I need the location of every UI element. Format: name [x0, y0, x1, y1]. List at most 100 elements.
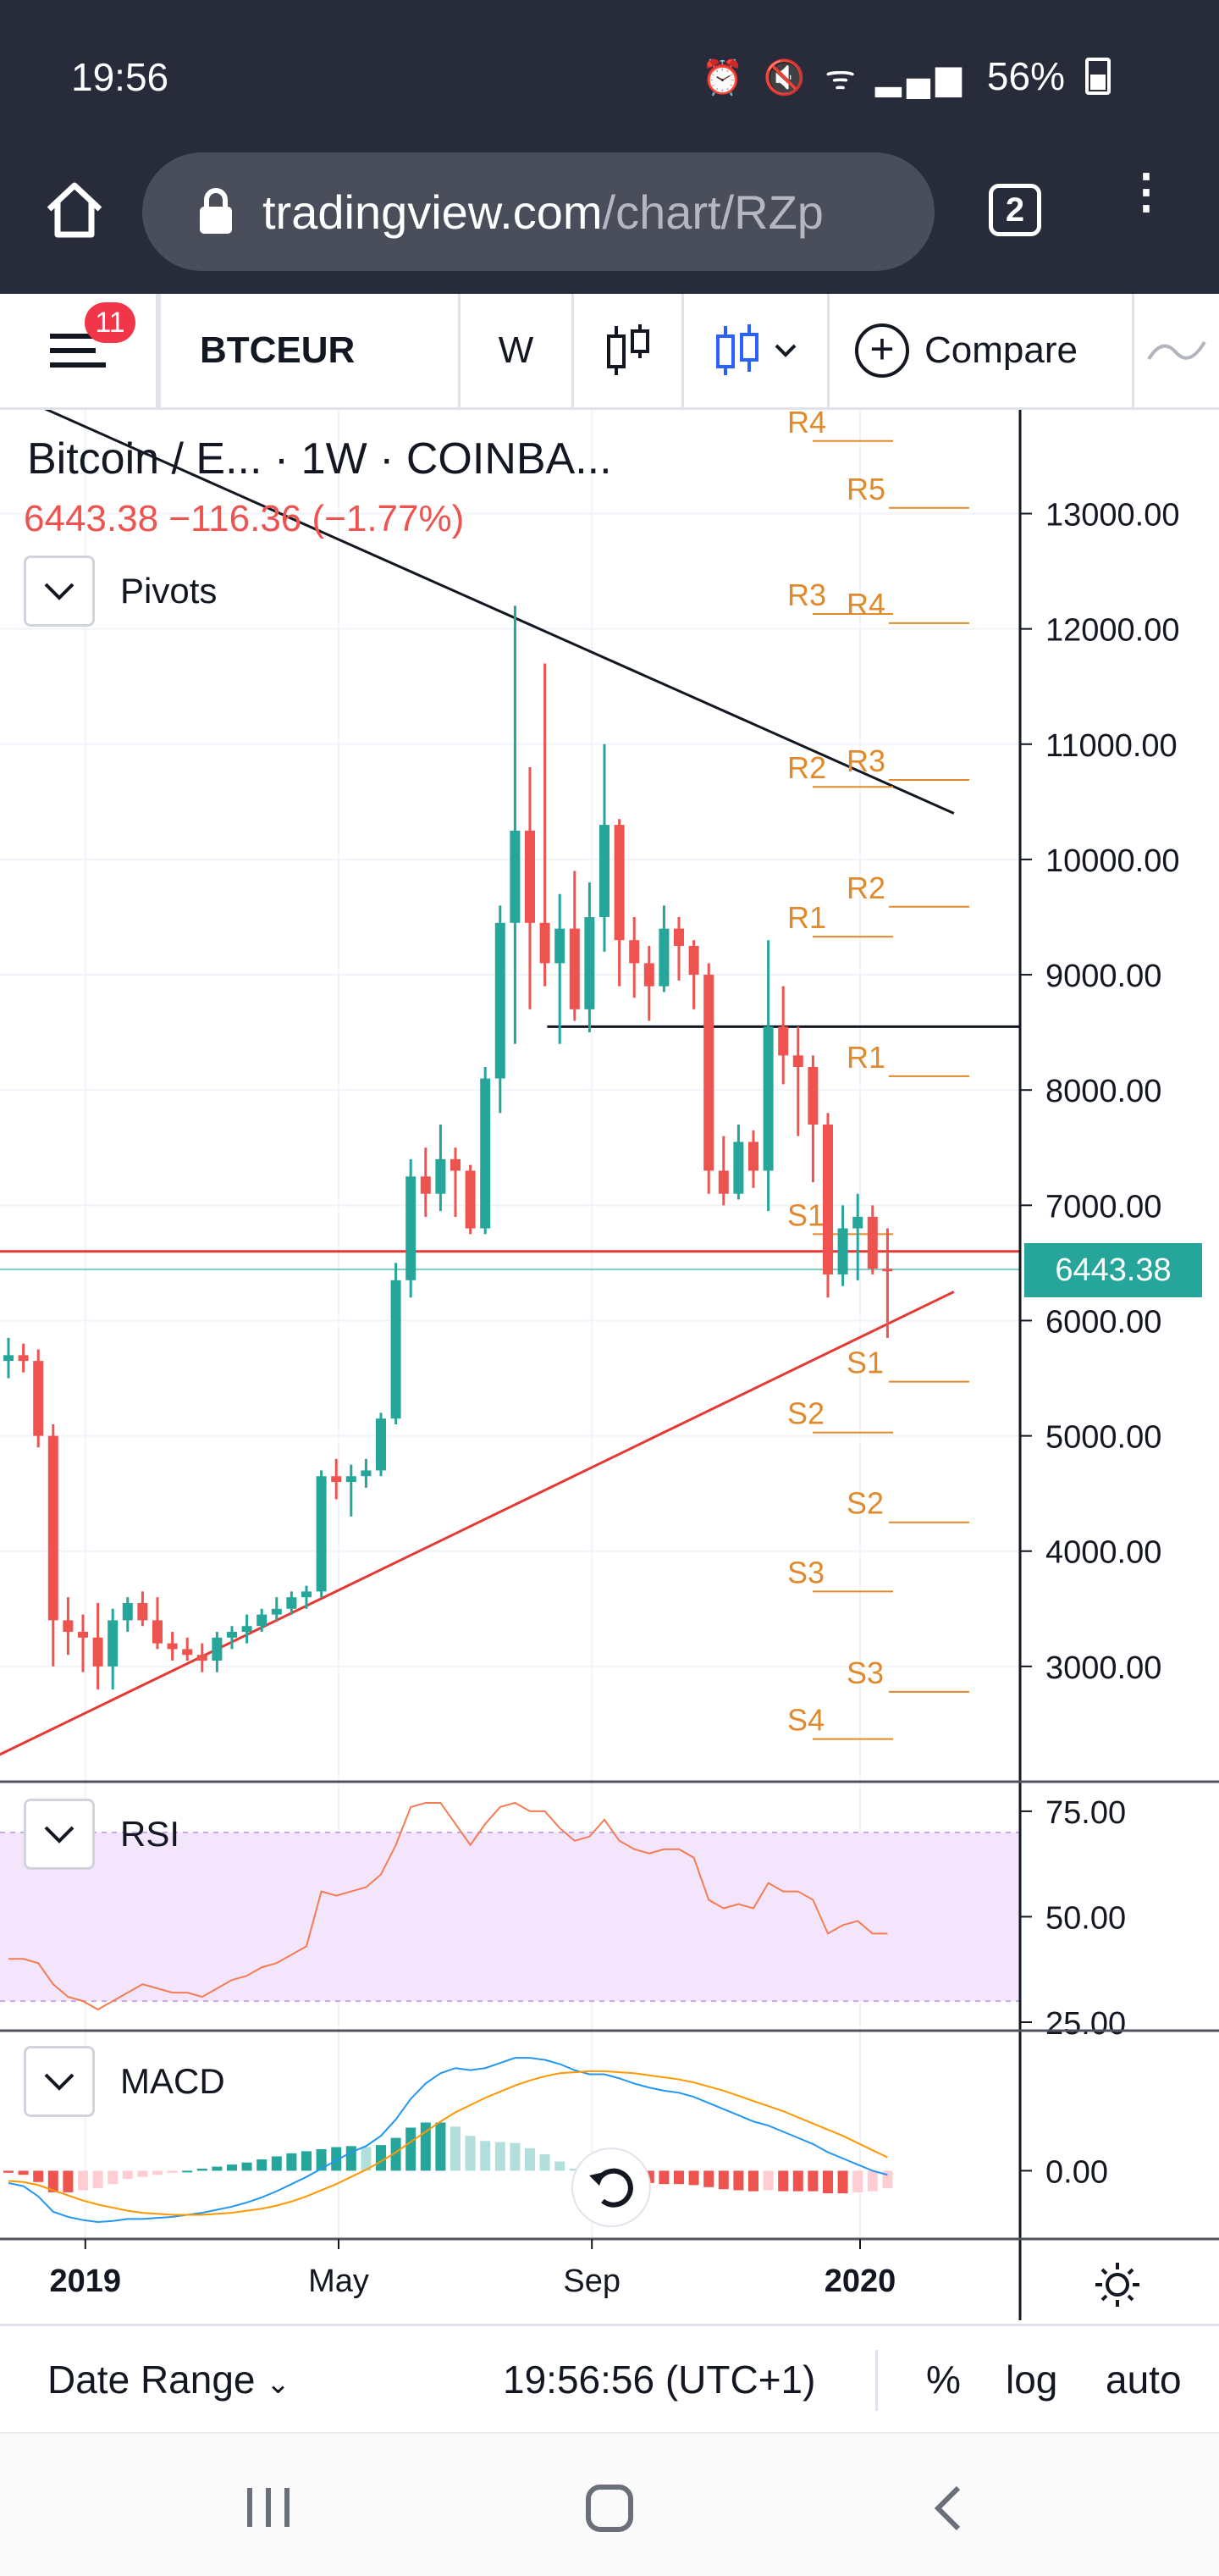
rsi-axis-label: 75.00: [1045, 1795, 1126, 1831]
macd-legend[interactable]: MACD: [24, 2046, 225, 2117]
pivot-label: S4: [787, 1703, 825, 1738]
lock-icon: [200, 188, 232, 234]
pivot-label: R5: [847, 472, 885, 506]
price-axis-label: 8000.00: [1045, 1074, 1161, 1109]
hamburger-icon: [50, 334, 106, 368]
candle-body: [63, 1620, 74, 1633]
candle-body: [152, 1620, 163, 1644]
date-range-button[interactable]: Date Range ⌄: [47, 2357, 290, 2402]
price-axis-label: 10000.00: [1045, 843, 1180, 879]
candle-body: [286, 1597, 297, 1609]
rsi-pane: 75.00 50.00 25.00: [0, 1795, 1126, 2042]
back-icon[interactable]: [931, 2483, 965, 2534]
candle-body: [241, 1626, 252, 1633]
macd-histogram-bar: [286, 2153, 297, 2171]
candle-body: [659, 928, 670, 987]
macd-histogram-bar: [703, 2170, 714, 2187]
tab-switcher-button[interactable]: 2: [989, 184, 1041, 236]
address-bar[interactable]: tradingview.com/chart/RZp: [142, 152, 935, 271]
pivots-label: Pivots: [120, 571, 218, 611]
candle-body: [33, 1361, 44, 1436]
indicators-button[interactable]: [1134, 294, 1219, 407]
price-axis: 13000.00 12000.00 11000.00 10000.00 9000.00 8…: [0, 410, 1219, 2320]
log-scale-toggle[interactable]: log: [1006, 2358, 1058, 2402]
main-menu-button[interactable]: 11: [0, 294, 161, 407]
macd-histogram-bar: [137, 2170, 148, 2177]
candle-body: [584, 916, 595, 1009]
percent-scale-toggle[interactable]: %: [926, 2358, 961, 2402]
macd-histogram-bar: [63, 2170, 74, 2192]
bar-style-button[interactable]: [574, 294, 684, 407]
macd-histogram-bar: [241, 2162, 252, 2171]
candle-body: [92, 1637, 103, 1667]
macd-line: [8, 2057, 888, 2224]
chart-canvas[interactable]: R5 R4 R3 R2 R1 S1 S2 S3 R4 R3 R2 R1 S1 S2 S3 S4 75.00 50…: [0, 387, 1219, 2320]
last-price-label: 6443.38: [1024, 1243, 1202, 1297]
candle-body: [614, 825, 625, 941]
candle-body: [510, 830, 521, 923]
symbol-legend-title[interactable]: Bitcoin / E... · 1W · COINBA...: [27, 434, 612, 484]
macd-histogram-bar: [376, 2145, 386, 2171]
browser-menu-icon[interactable]: ⋮: [1122, 164, 1170, 218]
rsi-band: [0, 1832, 1020, 2002]
macd-histogram-bar: [465, 2136, 476, 2171]
pivot-label: S1: [847, 1346, 884, 1380]
auto-scale-toggle[interactable]: auto: [1106, 2358, 1182, 2402]
collapse-macd-button[interactable]: [24, 2046, 95, 2117]
price-axis-label: 9000.00: [1045, 959, 1161, 994]
trend-line: [0, 1291, 955, 1756]
pivots-legend[interactable]: Pivots: [24, 556, 217, 627]
chart-bottom-bar: Date Range ⌄ 19:56:56 (UTC+1) % log auto: [0, 2324, 1219, 2435]
rsi-legend[interactable]: RSI: [24, 1799, 179, 1870]
chart-type-dropdown[interactable]: [684, 294, 830, 407]
macd-histogram-bar: [659, 2170, 670, 2185]
candle-body: [792, 1055, 803, 1067]
candle-body: [3, 1355, 14, 1362]
chevron-down-icon: ⌄: [266, 2368, 290, 2400]
candles-icon: [606, 324, 649, 375]
candle-body: [465, 1170, 476, 1229]
reset-chart-button[interactable]: [569, 2145, 654, 2230]
android-nav-bar: [0, 2432, 1219, 2576]
candle-body: [137, 1602, 148, 1621]
pivot-label: R1: [787, 900, 826, 935]
macd-histogram-bar: [3, 2170, 14, 2173]
price-axis-label: 11000.00: [1045, 728, 1178, 764]
collapse-pivots-button[interactable]: [24, 556, 95, 627]
candle-body: [837, 1228, 848, 1275]
macd-histogram-bar: [480, 2141, 491, 2171]
home-icon[interactable]: [41, 175, 108, 243]
macd-axis-label: 0.00: [1045, 2154, 1108, 2190]
rsi-line: [8, 1801, 888, 2011]
home-nav-icon[interactable]: [584, 2483, 635, 2534]
candle-body: [748, 1142, 758, 1171]
macd-histogram-bar: [494, 2142, 505, 2171]
candle-body: [703, 975, 714, 1171]
macd-histogram-bar: [688, 2170, 699, 2186]
price-change-legend: 6443.38 −116.36 (−1.77%): [24, 498, 465, 539]
collapse-rsi-button[interactable]: [24, 1799, 95, 1870]
compare-button[interactable]: + Compare: [830, 294, 1134, 407]
interval-button[interactable]: W: [461, 294, 574, 407]
time-axis-label: 2019: [50, 2264, 122, 2299]
candle-body: [376, 1418, 386, 1471]
time-axis-label: 2020: [825, 2264, 896, 2299]
macd-histogram-bar: [792, 2170, 803, 2192]
chart-area[interactable]: R5 R4 R3 R2 R1 S1 S2 S3 R4 R3 R2 R1 S1 S2 S3 S4 75.00 50…: [0, 387, 1219, 2320]
macd-histogram-bar: [331, 2147, 342, 2171]
symbol-search-button[interactable]: BTCEUR: [161, 294, 461, 407]
candle-body: [688, 946, 699, 976]
recent-apps-icon[interactable]: [244, 2486, 295, 2529]
price-axis-label: 5000.00: [1045, 1420, 1161, 1456]
timezone-clock[interactable]: 19:56:56 (UTC+1): [503, 2358, 816, 2402]
settings-icon[interactable]: [1092, 2259, 1143, 2310]
candle-body: [167, 1643, 178, 1650]
candle-body: [256, 1614, 268, 1627]
pivot-label: R3: [787, 578, 826, 612]
macd-histogram-bar: [405, 2127, 416, 2171]
pivot-label: R3: [847, 744, 885, 778]
candle-body: [361, 1470, 372, 1477]
rsi-axis-label: 25.00: [1045, 2006, 1126, 2042]
candle-body: [599, 825, 610, 917]
macd-histogram-bar: [167, 2170, 178, 2173]
